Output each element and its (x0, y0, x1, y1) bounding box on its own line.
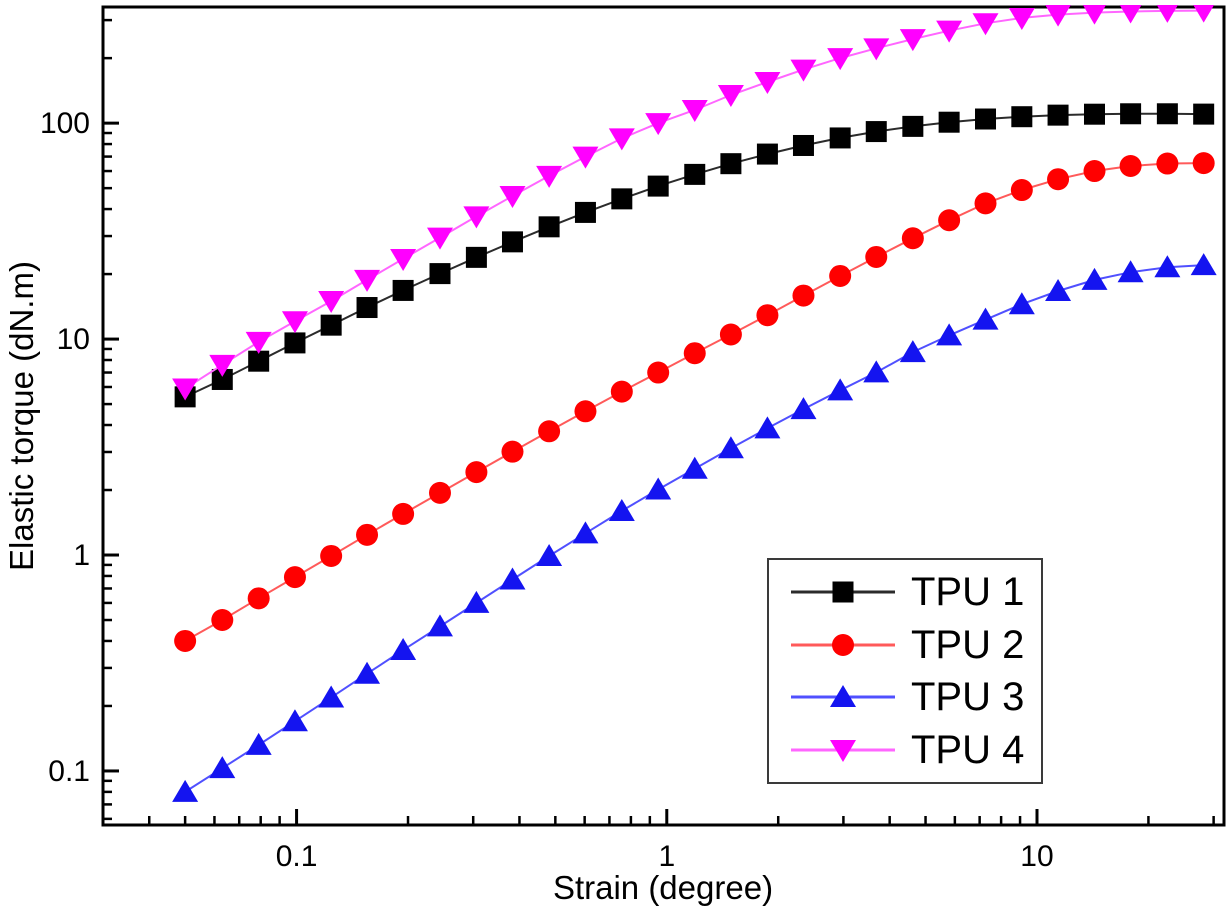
series-tpu-3 (172, 253, 1217, 802)
legend-item-tpu-3: TPU 3 (789, 675, 1041, 719)
legend-label-tpu-3: TPU 3 (911, 675, 1025, 720)
tick-label: 10 (57, 323, 90, 356)
y-axis-label: Elastic torque (dN.m) (3, 261, 40, 571)
tick-label: 1 (73, 539, 90, 572)
legend: TPU 1 TPU 2 TPU 3 TPU 4 (767, 558, 1043, 784)
tick-label: 10 (1020, 840, 1053, 873)
tick-label: 1 (658, 840, 675, 873)
legend-sample-tpu-2-icon (791, 633, 895, 656)
tick-label: 0.1 (276, 840, 318, 873)
series-tpu-1 (174, 103, 1215, 408)
tick-labels: 0.1 1 10 0.1 1 10 100 (40, 107, 1054, 873)
legend-item-tpu-2: TPU 2 (789, 623, 1041, 667)
tick-label: 100 (40, 107, 90, 140)
legend-item-tpu-1: TPU 1 (789, 570, 1041, 614)
legend-sample-tpu-4-icon (791, 739, 895, 762)
axis-ticks (103, 18, 1215, 825)
x-axis-label: Strain (degree) (552, 869, 774, 906)
tick-label: 0.1 (48, 755, 90, 788)
legend-item-tpu-4: TPU 4 (789, 728, 1041, 772)
series-tpu-4 (172, 5, 1215, 401)
plot-frame (101, 5, 1226, 827)
legend-sample-tpu-3-icon (791, 685, 895, 708)
legend-label-tpu-4: TPU 4 (911, 727, 1025, 772)
legend-sample-tpu-1-icon (791, 581, 895, 603)
legend-label-tpu-1: TPU 1 (911, 570, 1025, 615)
legend-label-tpu-2: TPU 2 (911, 622, 1025, 667)
series-tpu-2 (174, 152, 1215, 652)
